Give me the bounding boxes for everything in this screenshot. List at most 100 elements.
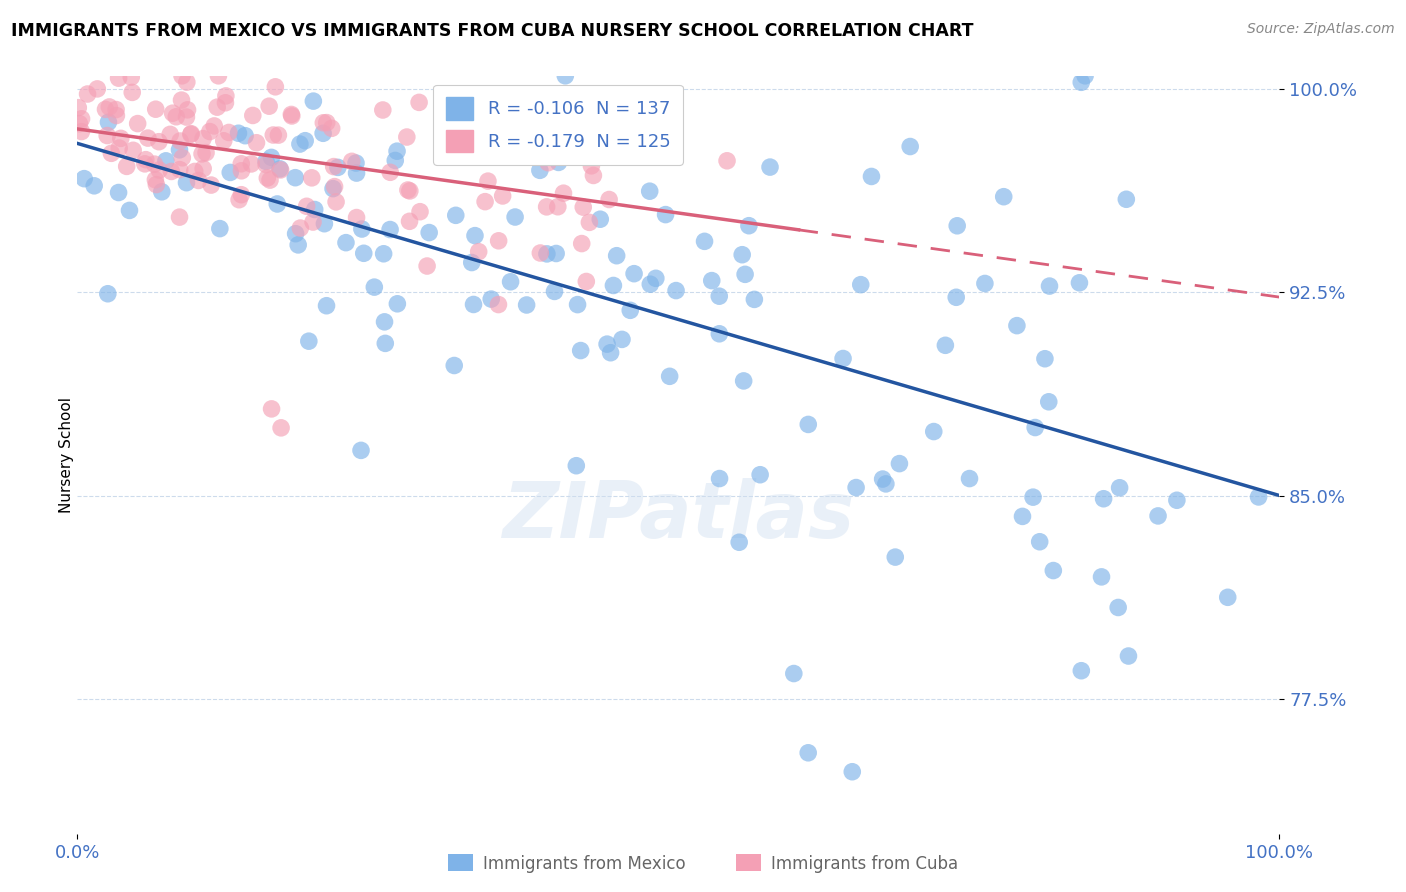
Point (638, 184, 661, 198)
Point (326, 161, 349, 175)
Point (169, 210, 191, 224)
Point (547, 200, 569, 214)
Point (1216, 591, 1239, 605)
Point (728, 535, 751, 549)
Point (322, 181, 344, 195)
Point (537, 155, 560, 169)
Point (170, 93, 193, 107)
Point (346, 166, 368, 180)
Point (477, 174, 499, 188)
Point (312, 116, 335, 130)
Point (734, 268, 756, 282)
Point (193, 161, 215, 176)
Point (1038, 279, 1060, 293)
Point (709, 289, 731, 303)
Point (267, 128, 290, 142)
Point (602, 145, 624, 159)
Point (162, 106, 184, 120)
Point (231, 163, 253, 178)
Point (290, 221, 312, 235)
Point (1107, 600, 1129, 615)
Point (872, 472, 894, 486)
Point (488, 234, 510, 248)
Point (215, 89, 238, 103)
Point (841, 764, 863, 779)
Point (315, 115, 337, 129)
Point (709, 326, 731, 341)
Point (536, 200, 558, 214)
Point (353, 246, 375, 260)
Point (467, 244, 489, 259)
Point (205, 100, 228, 114)
Point (260, 401, 283, 416)
Point (610, 332, 633, 346)
Point (1118, 648, 1140, 663)
Point (321, 121, 343, 136)
Point (537, 110, 560, 124)
Point (170, 69, 193, 83)
Point (254, 154, 277, 169)
Point (373, 315, 395, 329)
Point (433, 128, 456, 143)
Point (596, 337, 619, 351)
Point (110, 131, 132, 145)
Point (350, 222, 373, 236)
Point (96, 128, 118, 143)
Point (134, 157, 156, 171)
Point (565, 458, 588, 473)
Point (1166, 493, 1188, 508)
Point (98, 100, 121, 114)
Point (340, 154, 363, 169)
Point (136, 131, 159, 145)
Point (378, 222, 401, 236)
Point (875, 476, 897, 491)
Point (1005, 318, 1028, 333)
Point (180, 127, 202, 141)
Point (380, 165, 402, 179)
Point (488, 297, 510, 311)
Point (97, 286, 120, 301)
Point (581, 159, 603, 173)
Point (270, 421, 292, 435)
Point (479, 292, 502, 306)
Point (589, 212, 612, 227)
Point (516, 298, 538, 312)
Point (83, 178, 105, 193)
Point (115, 160, 138, 174)
Point (416, 259, 439, 273)
Point (599, 345, 621, 359)
Point (491, 189, 513, 203)
Point (571, 236, 593, 251)
Point (1108, 481, 1130, 495)
Point (536, 247, 558, 261)
Point (266, 197, 288, 211)
Point (1074, 69, 1097, 83)
Point (304, 202, 326, 217)
Point (325, 194, 347, 209)
Point (120, 70, 142, 84)
Point (959, 472, 981, 486)
Point (184, 164, 207, 178)
Point (371, 103, 394, 117)
Point (288, 136, 311, 151)
Point (228, 126, 250, 140)
Point (464, 228, 486, 243)
Point (176, 176, 198, 190)
Point (849, 277, 872, 292)
Point (94, 103, 117, 117)
Point (108, 141, 131, 155)
Point (1247, 490, 1270, 504)
Point (122, 144, 145, 158)
Point (749, 467, 772, 482)
Point (845, 481, 868, 495)
Point (97, 115, 120, 129)
Point (398, 184, 420, 198)
Point (295, 199, 318, 213)
Point (731, 248, 754, 262)
Point (245, 136, 267, 150)
Point (1115, 192, 1137, 206)
Point (264, 79, 287, 94)
Point (208, 221, 231, 235)
Point (67, 101, 90, 115)
Point (461, 255, 484, 269)
